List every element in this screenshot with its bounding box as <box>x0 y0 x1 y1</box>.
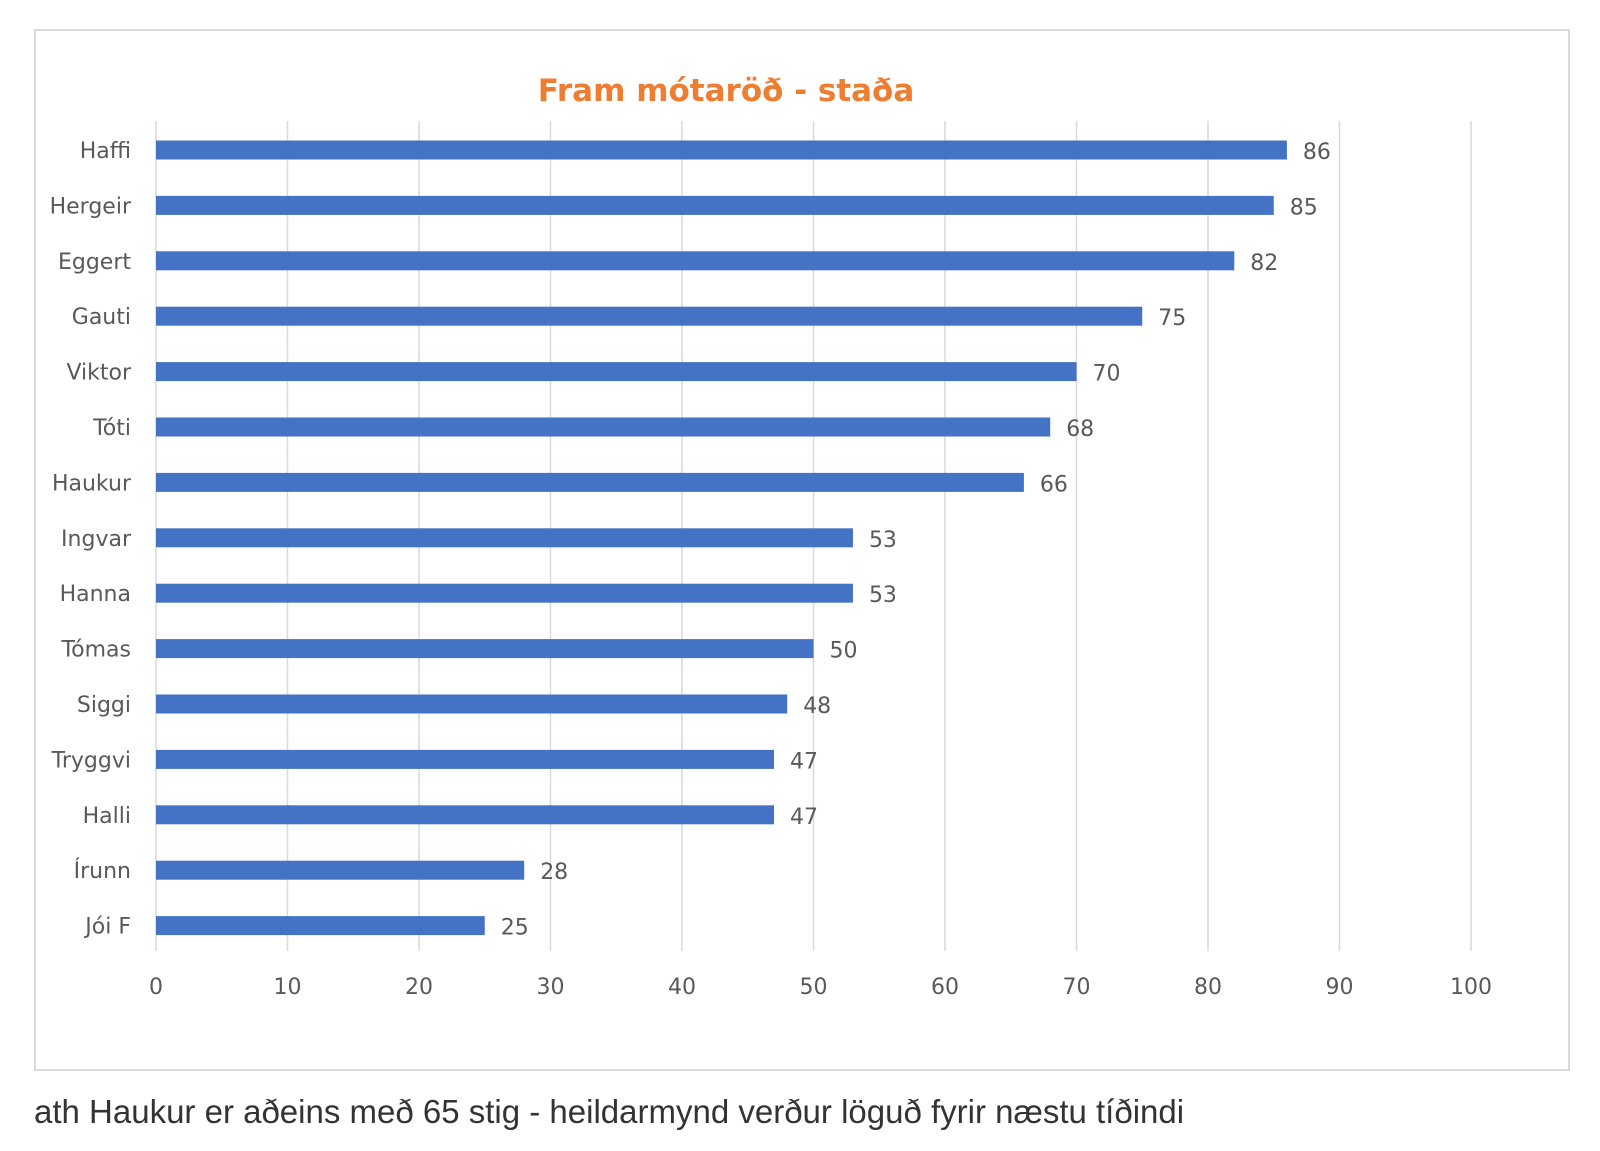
bar-13 <box>156 860 525 880</box>
category-label: Haukur <box>52 471 132 496</box>
data-label: 50 <box>830 639 858 664</box>
category-label: Ingvar <box>61 527 132 552</box>
bar-14 <box>156 916 485 936</box>
x-tick-label: 60 <box>931 975 959 1000</box>
category-label: Tryggvi <box>51 748 131 773</box>
category-label: Eggert <box>58 250 131 275</box>
bar-12 <box>156 805 775 825</box>
bar-10 <box>156 694 788 714</box>
bar-1 <box>156 195 1274 215</box>
data-label: 53 <box>869 583 897 608</box>
data-label: 47 <box>790 749 818 774</box>
bar-11 <box>156 749 775 769</box>
category-label: Hergeir <box>50 194 132 219</box>
data-label: 75 <box>1158 306 1186 331</box>
data-label: 68 <box>1066 417 1094 442</box>
category-label: Tóti <box>92 416 131 441</box>
category-label: Haffi <box>80 139 131 164</box>
data-label: 47 <box>790 805 818 830</box>
x-tick-label: 40 <box>668 975 696 1000</box>
bar-0 <box>156 140 1287 160</box>
x-tick-label: 70 <box>1063 975 1091 1000</box>
bar-3 <box>156 306 1143 326</box>
category-label: Gauti <box>72 305 131 330</box>
data-label: 53 <box>869 528 897 553</box>
data-label: 66 <box>1040 472 1068 497</box>
bar-8 <box>156 583 853 603</box>
bar-9 <box>156 639 814 659</box>
bar-4 <box>156 362 1077 382</box>
x-tick-label: 50 <box>800 975 828 1000</box>
category-label: Viktor <box>66 361 132 386</box>
category-label: Siggi <box>77 693 131 718</box>
x-tick-label: 10 <box>274 975 302 1000</box>
bar-chart: Fram mótaröð - staða 0 10 20 30 40 50 60 70 80 90… <box>50 73 1492 1000</box>
bar-5 <box>156 417 1051 437</box>
bar-7 <box>156 528 853 548</box>
data-label: 25 <box>501 916 529 941</box>
x-tick-label: 90 <box>1326 975 1354 1000</box>
x-tick-label: 0 <box>149 975 163 1000</box>
chart-frame: Fram mótaröð - staða 0 10 20 30 40 50 60 70 80 90… <box>34 29 1570 1071</box>
x-tick-label: 20 <box>405 975 433 1000</box>
category-label: Tómas <box>60 638 131 663</box>
category-label: Halli <box>83 804 131 829</box>
bars <box>156 140 1287 936</box>
data-label: 70 <box>1093 362 1121 387</box>
data-label: 48 <box>803 694 831 719</box>
data-label: 86 <box>1303 140 1331 165</box>
category-label: Hanna <box>60 582 131 607</box>
data-label: 28 <box>540 860 568 885</box>
bar-2 <box>156 251 1235 271</box>
x-tick-label: 30 <box>537 975 565 1000</box>
bar-6 <box>156 472 1024 492</box>
labels: 0 10 20 30 40 50 60 70 80 90 100 Haffi 86 Hergeir 85 Eg… <box>50 139 1492 1000</box>
chart-title: Fram mótaröð - staða <box>538 73 915 109</box>
category-label: Írunn <box>74 858 131 884</box>
data-label: 85 <box>1290 195 1318 220</box>
x-tick-label: 100 <box>1450 975 1492 1000</box>
data-label: 82 <box>1250 251 1278 276</box>
x-tick-label: 80 <box>1194 975 1222 1000</box>
category-label: Jói F <box>83 915 131 940</box>
caption-text: ath Haukur er aðeins með 65 stig - heild… <box>34 1093 1185 1130</box>
